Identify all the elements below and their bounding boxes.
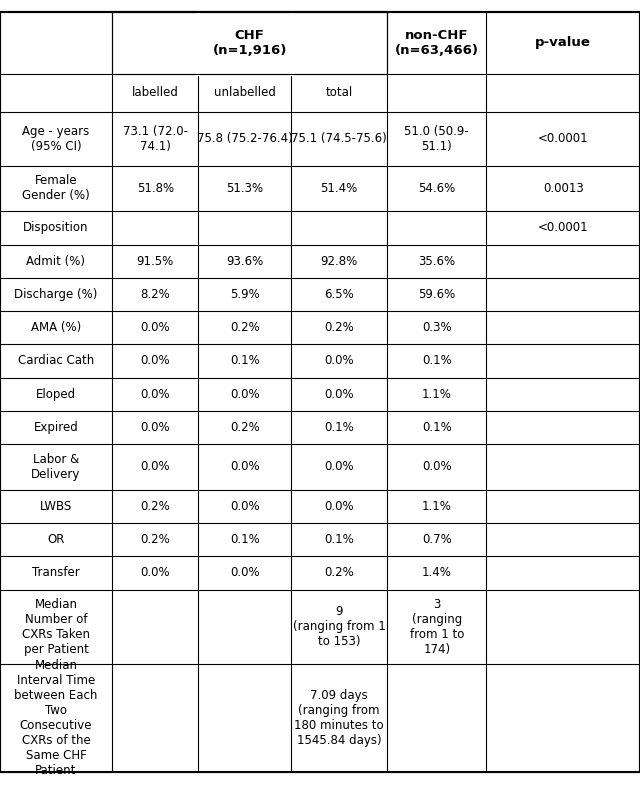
Text: Median
Number of
CXRs Taken
per Patient: Median Number of CXRs Taken per Patient: [22, 598, 90, 656]
Text: 7.09 days
(ranging from
180 minutes to
1545.84 days): 7.09 days (ranging from 180 minutes to 1…: [294, 689, 384, 748]
Text: 1.4%: 1.4%: [422, 566, 452, 580]
Text: 0.0%: 0.0%: [230, 387, 260, 401]
Text: 0.0%: 0.0%: [140, 322, 170, 334]
Text: 0.0%: 0.0%: [324, 500, 354, 513]
Text: 0.0%: 0.0%: [140, 460, 170, 474]
Text: <0.0001: <0.0001: [538, 222, 589, 234]
Text: unlabelled: unlabelled: [214, 86, 276, 99]
Text: 54.6%: 54.6%: [418, 182, 456, 195]
Text: Labor &
Delivery: Labor & Delivery: [31, 453, 81, 481]
Text: 51.3%: 51.3%: [226, 182, 264, 195]
Text: 59.6%: 59.6%: [418, 288, 456, 301]
Text: 0.1%: 0.1%: [230, 533, 260, 546]
Text: 0.0%: 0.0%: [140, 387, 170, 401]
Text: LWBS: LWBS: [40, 500, 72, 513]
Text: 93.6%: 93.6%: [226, 255, 264, 268]
Text: 0.0%: 0.0%: [140, 354, 170, 367]
Text: 1.1%: 1.1%: [422, 500, 452, 513]
Text: Cardiac Cath: Cardiac Cath: [18, 354, 94, 367]
Text: 51.0 (50.9-
51.1): 51.0 (50.9- 51.1): [404, 124, 469, 153]
Text: OR: OR: [47, 533, 65, 546]
Text: 51.8%: 51.8%: [136, 182, 174, 195]
Text: 0.1%: 0.1%: [324, 421, 354, 434]
Text: Age - years
(95% CI): Age - years (95% CI): [22, 124, 90, 153]
Text: Female
Gender (%): Female Gender (%): [22, 174, 90, 203]
Text: labelled: labelled: [132, 86, 179, 99]
Text: 9
(ranging from 1
to 153): 9 (ranging from 1 to 153): [293, 605, 385, 649]
Text: 0.0%: 0.0%: [230, 460, 260, 474]
Text: Median
Interval Time
between Each
Two
Consecutive
CXRs of the
Same CHF
Patient: Median Interval Time between Each Two Co…: [14, 660, 98, 778]
Text: 91.5%: 91.5%: [136, 255, 174, 268]
Text: 3
(ranging
from 1 to
174): 3 (ranging from 1 to 174): [410, 598, 464, 656]
Text: 0.0%: 0.0%: [324, 460, 354, 474]
Text: 0.3%: 0.3%: [422, 322, 452, 334]
Text: 0.2%: 0.2%: [230, 322, 260, 334]
Text: Eloped: Eloped: [36, 387, 76, 401]
Text: <0.0001: <0.0001: [538, 132, 589, 145]
Text: Admit (%): Admit (%): [26, 255, 86, 268]
Text: Discharge (%): Discharge (%): [14, 288, 98, 301]
Text: 0.0013: 0.0013: [543, 182, 584, 195]
Text: 0.2%: 0.2%: [230, 421, 260, 434]
Text: 1.1%: 1.1%: [422, 387, 452, 401]
Text: 0.7%: 0.7%: [422, 533, 452, 546]
Text: Transfer: Transfer: [32, 566, 80, 580]
Text: 8.2%: 8.2%: [140, 288, 170, 301]
Text: 0.0%: 0.0%: [230, 500, 260, 513]
Text: 0.1%: 0.1%: [230, 354, 260, 367]
Text: 0.0%: 0.0%: [140, 566, 170, 580]
Text: 0.1%: 0.1%: [324, 533, 354, 546]
Text: Expired: Expired: [34, 421, 78, 434]
Text: 0.0%: 0.0%: [324, 354, 354, 367]
Text: 0.1%: 0.1%: [422, 421, 452, 434]
Text: 0.2%: 0.2%: [324, 566, 354, 580]
Text: 73.1 (72.0-
74.1): 73.1 (72.0- 74.1): [123, 124, 188, 153]
Text: non-CHF
(n=63,466): non-CHF (n=63,466): [395, 29, 479, 57]
Text: 0.0%: 0.0%: [324, 387, 354, 401]
Text: 92.8%: 92.8%: [321, 255, 358, 268]
Text: 0.0%: 0.0%: [230, 566, 260, 580]
Text: 0.0%: 0.0%: [422, 460, 452, 474]
Text: 6.5%: 6.5%: [324, 288, 354, 301]
Text: total: total: [326, 86, 353, 99]
Text: AMA (%): AMA (%): [31, 322, 81, 334]
Text: 35.6%: 35.6%: [418, 255, 456, 268]
Text: 0.0%: 0.0%: [140, 421, 170, 434]
Text: Disposition: Disposition: [23, 222, 89, 234]
Text: 75.8 (75.2-76.4): 75.8 (75.2-76.4): [197, 132, 292, 145]
Text: 75.1 (74.5-75.6): 75.1 (74.5-75.6): [291, 132, 387, 145]
Text: 0.2%: 0.2%: [324, 322, 354, 334]
Text: 0.1%: 0.1%: [422, 354, 452, 367]
Text: CHF
(n=1,916): CHF (n=1,916): [212, 29, 287, 57]
Text: 0.2%: 0.2%: [140, 500, 170, 513]
Text: 51.4%: 51.4%: [321, 182, 358, 195]
Text: 5.9%: 5.9%: [230, 288, 260, 301]
Text: 0.2%: 0.2%: [140, 533, 170, 546]
Text: p-value: p-value: [535, 36, 591, 49]
